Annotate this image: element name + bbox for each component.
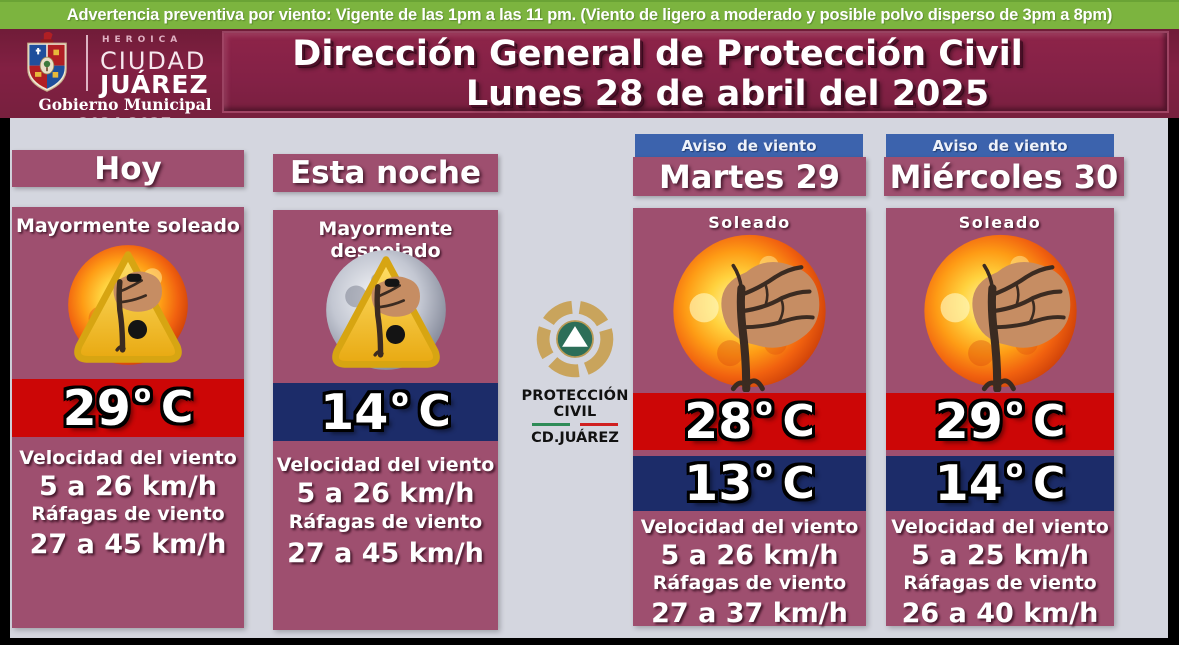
wind-speed-label: Velocidad del viento <box>19 447 237 469</box>
city-logo: HEROICA CIUDAD JUÁREZ Gobierno Municipal… <box>10 29 225 133</box>
wind-speed-label: Velocidad del viento <box>640 516 859 538</box>
temp-unit: C <box>1033 395 1066 447</box>
temp-value: 14 <box>320 383 389 441</box>
content-area: Hoy Mayormente soleado <box>10 118 1168 638</box>
temp-unit: C <box>418 386 451 437</box>
low-temp-bar: 14 o C <box>273 383 498 441</box>
logo-divider <box>86 35 88 91</box>
wind-gust-value: 27 a 45 km/h <box>29 529 227 560</box>
juarez-label: JUÁREZ <box>100 70 209 99</box>
wind-gust-label: Ráfagas de viento <box>903 572 1097 594</box>
wind-advisory-banner: Aviso de viento <box>886 134 1114 157</box>
wind-advisory-banner: Aviso de viento <box>635 134 863 157</box>
wind-gust-label: Ráfagas de viento <box>652 572 847 594</box>
degree-symbol: o <box>1005 392 1024 421</box>
low-temp-bar: 14 o C <box>886 456 1114 511</box>
alert-banner-text: Advertencia preventiva por viento: Vigen… <box>66 6 1113 24</box>
wind-speed-label: Velocidad del viento <box>891 516 1109 538</box>
sun-warning-tree-icon <box>68 245 188 365</box>
wind-gust-value: 27 a 37 km/h <box>651 598 848 629</box>
moon-warning-tree-icon <box>325 250 446 370</box>
tricolor-green <box>532 423 570 426</box>
wind-speed-value: 5 a 25 km/h <box>911 540 1089 571</box>
card-title-martes-29: Martes 29 <box>633 157 866 196</box>
temp-value: 13 <box>684 455 753 512</box>
high-temp-bar: 29 o C <box>12 379 244 437</box>
pc-logo-line1: PROTECCIÓN CIVIL <box>521 388 629 420</box>
degree-symbol: o <box>133 378 152 408</box>
wind-speed-value: 5 a 26 km/h <box>296 478 475 509</box>
temp-unit: C <box>161 382 194 433</box>
wind-speed-value: 5 a 26 km/h <box>39 471 217 502</box>
temp-unit: C <box>1033 457 1066 509</box>
pc-logo: PROTECCIÓN CIVIL CD.JUÁREZ <box>505 296 645 446</box>
condition-label: Mayormente soleado <box>16 215 240 237</box>
forecast-card-miercoles-30: Soleado <box>886 208 1114 629</box>
wind-gust-value: 27 a 45 km/h <box>287 538 484 569</box>
high-temp-bar: 29 o C <box>886 393 1114 450</box>
wind-speed-value: 5 a 26 km/h <box>660 540 839 571</box>
temp-value: 29 <box>62 379 131 437</box>
condition-label: Soleado <box>958 213 1042 232</box>
pc-logo-line2: CD.JUÁREZ <box>531 430 619 446</box>
wind-gust-label: Ráfagas de viento <box>288 511 483 533</box>
condition-label: Soleado <box>708 213 791 232</box>
card-title-miercoles-30: Miércoles 30 <box>884 157 1124 196</box>
title-line-1: Dirección General de Protección Civil <box>292 34 1023 74</box>
degree-symbol: o <box>391 382 409 412</box>
forecast-card-martes-29: Soleado <box>633 208 866 629</box>
sun-tree-icon <box>673 234 826 392</box>
city-shield-icon <box>27 32 67 92</box>
ciudad-label: CIUDAD <box>100 47 207 75</box>
heroica-label: HEROICA <box>102 35 183 45</box>
tricolor-red <box>580 423 618 426</box>
forecast-card-hoy: Mayormente soleado <box>12 207 244 628</box>
degree-symbol: o <box>755 392 773 421</box>
page-title: Dirección General de Protección Civil Lu… <box>222 31 1169 114</box>
card-title-hoy: Hoy <box>12 150 244 187</box>
temp-value: 28 <box>684 393 753 450</box>
temp-unit: C <box>782 457 815 509</box>
low-temp-bar: 13 o C <box>633 456 866 511</box>
temp-unit: C <box>782 395 815 447</box>
forecast-card-esta-noche: Mayormente despejado <box>273 210 498 630</box>
alert-banner: Advertencia preventiva por viento: Vigen… <box>0 0 1179 29</box>
sun-tree-icon <box>923 234 1077 392</box>
degree-symbol: o <box>1005 454 1024 483</box>
header: HEROICA CIUDAD JUÁREZ Gobierno Municipal… <box>0 29 1179 133</box>
wind-gust-value: 26 a 40 km/h <box>901 598 1099 629</box>
title-line-2: Lunes 28 de abril del 2025 <box>465 74 990 114</box>
wind-speed-label: Velocidad del viento <box>276 454 495 476</box>
card-title-esta-noche: Esta noche <box>273 154 498 192</box>
temp-value: 14 <box>934 455 1003 512</box>
pc-emblem-icon <box>536 300 614 378</box>
tricolor-divider <box>505 423 645 426</box>
temp-value: 29 <box>934 393 1003 450</box>
wind-gust-label: Ráfagas de viento <box>31 503 225 525</box>
high-temp-bar: 28 o C <box>633 393 866 450</box>
degree-symbol: o <box>755 454 773 483</box>
